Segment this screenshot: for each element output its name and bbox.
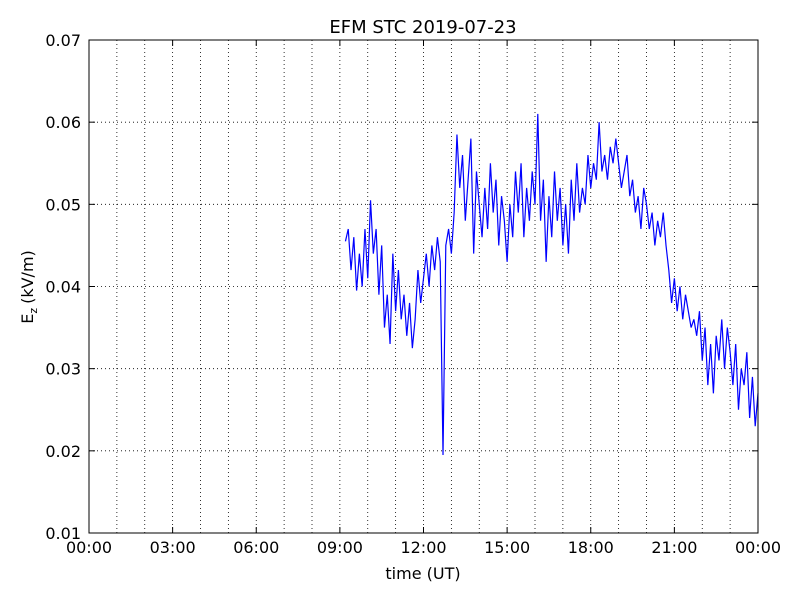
y-tick-label: 0.02 [45,442,81,461]
y-tick-label: 0.01 [45,524,81,543]
y-tick-label: 0.07 [45,31,81,50]
x-tick-label: 00:00 [735,538,781,557]
y-tick-label: 0.05 [45,195,81,214]
chart-title: EFM STC 2019-07-23 [329,17,516,38]
x-tick-label: 00:00 [66,538,112,557]
y-tick-label: 0.03 [45,360,81,379]
plot-frame [88,39,759,534]
y-tick-label: 0.06 [45,113,81,132]
x-tick-label: 21:00 [651,538,697,557]
y-label-unit: (kV/m) [18,250,37,304]
x-tick-label: 09:00 [317,538,363,557]
y-label-base: E [18,314,37,324]
data-line [344,113,759,455]
x-tick-label: 03:00 [150,538,196,557]
x-tick-label: 15:00 [484,538,530,557]
x-tick-label: 18:00 [568,538,614,557]
x-tick-label: 06:00 [233,538,279,557]
y-label-subscript: z [27,308,40,314]
x-tick-label: 12:00 [400,538,446,557]
x-axis-label: time (UT) [385,564,460,583]
y-tick-label: 0.04 [45,278,81,297]
y-axis-label: Ez (kV/m) [18,250,40,324]
